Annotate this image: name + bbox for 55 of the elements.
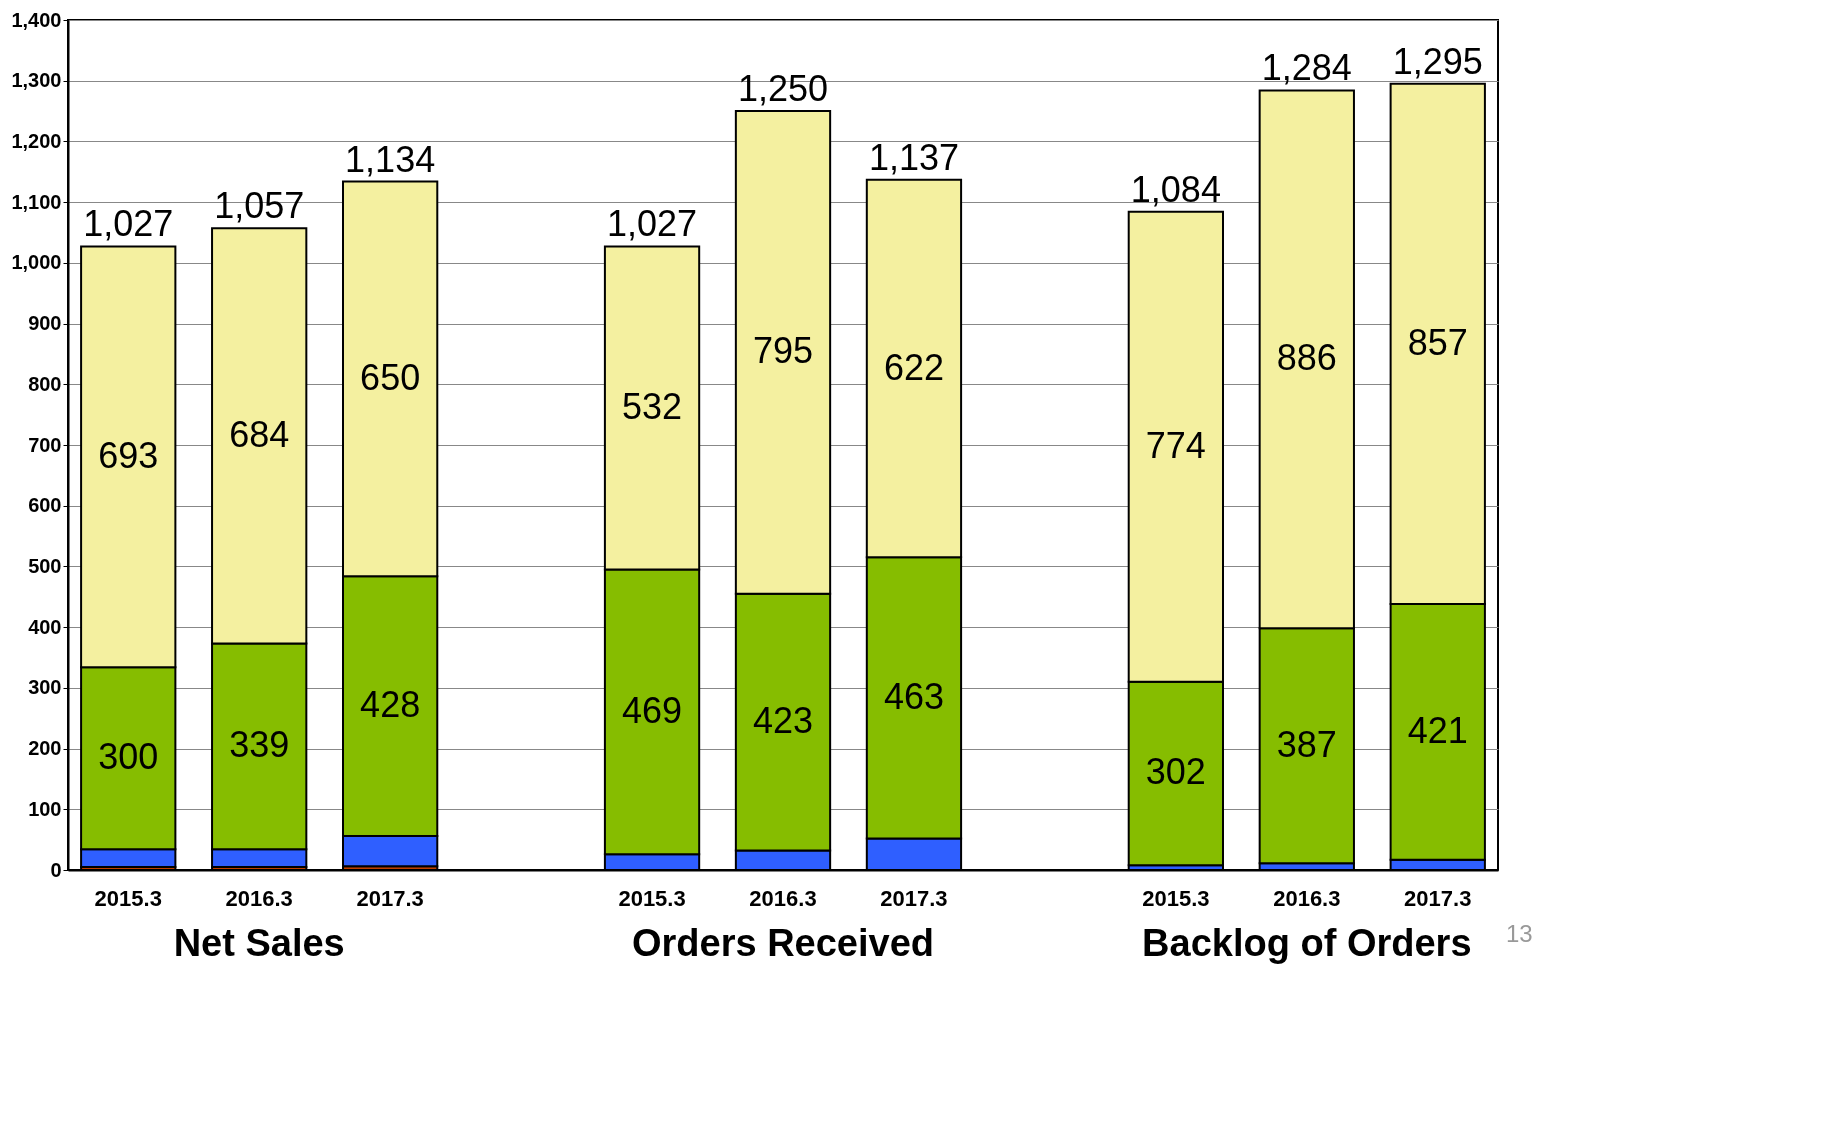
data-label: 469 [622,689,683,731]
total-label: 1,134 [345,138,436,180]
total-label: 1,284 [1261,47,1352,89]
y-tick-label: 1,100 [11,190,62,213]
data-label: 428 [360,684,421,726]
total-label: 1,295 [1392,40,1483,82]
y-tick-label: 400 [28,615,62,638]
x-tick-label: 2016.3 [225,885,293,911]
data-label: 339 [229,724,290,766]
data-label: 795 [752,330,814,372]
total-label: 1,137 [868,136,959,178]
x-tick-label: 2016.3 [749,885,817,911]
data-label: 774 [1145,424,1206,466]
x-tick-label: 2017.3 [880,885,948,911]
data-label: 693 [98,434,159,476]
y-tick-label: 700 [28,433,62,456]
data-label: 684 [229,413,290,455]
y-tick-label: 1,400 [11,8,62,31]
x-tick-label: 2015.3 [1142,885,1210,911]
text: Net Sales [173,922,345,964]
total-label: 1,084 [1130,168,1221,210]
data-label: 532 [622,385,683,427]
x-tick-label: 2015.3 [618,885,686,911]
y-tick-label: 900 [28,312,62,335]
y-tick-label: 1,200 [11,129,62,152]
text: Orders Received [631,922,935,964]
data-label: 622 [883,346,944,388]
data-label: 650 [360,356,421,398]
data-label: 886 [1276,337,1337,379]
x-tick-label: 2015.3 [94,885,162,911]
x-tick-label: 2016.3 [1273,885,1341,911]
data-label: 421 [1407,709,1468,751]
data-label: 300 [98,736,159,778]
y-tick-label: 500 [28,554,62,577]
x-tick-label: 2017.3 [356,885,424,911]
total-label: 1,250 [737,68,829,110]
data-label: 423 [752,700,814,742]
data-label: 463 [883,675,944,717]
total-label: 1,027 [607,203,698,245]
y-tick-label: 1,300 [11,69,62,92]
total-label: 1,057 [214,185,305,227]
text: 13 [1506,920,1533,947]
total-label: 1,027 [83,203,174,245]
data-label: 387 [1276,723,1337,765]
y-tick-label: 0 [50,858,62,881]
data-label: 857 [1407,321,1468,363]
data-label: 302 [1145,751,1206,793]
x-tick-label: 2017.3 [1404,885,1472,911]
y-tick-label: 200 [28,737,62,760]
y-tick-label: 600 [28,494,62,517]
y-tick-label: 1,000 [11,251,62,274]
y-tick-label: 800 [28,372,62,395]
text: Backlog of Orders [1142,922,1472,964]
y-tick-label: 300 [28,676,62,699]
y-tick-label: 100 [28,797,62,820]
